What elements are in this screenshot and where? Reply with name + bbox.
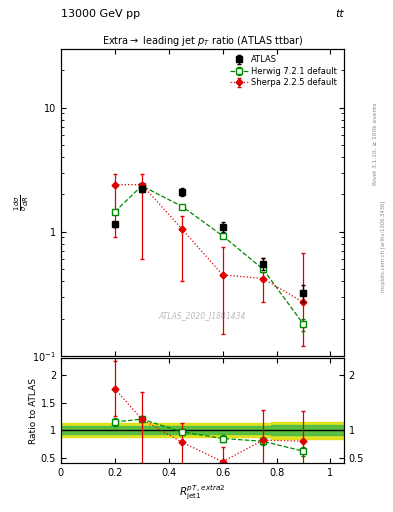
Text: mcplots.cern.ch [arXiv:1306.3436]: mcplots.cern.ch [arXiv:1306.3436] bbox=[381, 200, 386, 291]
Y-axis label: Ratio to ATLAS: Ratio to ATLAS bbox=[29, 378, 38, 444]
Title: Extra$\rightarrow$ leading jet $p_T$ ratio (ATLAS ttbar): Extra$\rightarrow$ leading jet $p_T$ rat… bbox=[102, 34, 303, 49]
Text: ATLAS_2020_I1801434: ATLAS_2020_I1801434 bbox=[159, 311, 246, 321]
Y-axis label: $\frac{1}{\sigma}\frac{d\sigma}{dR}$: $\frac{1}{\sigma}\frac{d\sigma}{dR}$ bbox=[13, 194, 31, 210]
Legend: ATLAS, Herwig 7.2.1 default, Sherpa 2.2.5 default: ATLAS, Herwig 7.2.1 default, Sherpa 2.2.… bbox=[227, 53, 340, 90]
Text: tt: tt bbox=[335, 9, 344, 19]
Text: Rivet 3.1.10, ≥ 100k events: Rivet 3.1.10, ≥ 100k events bbox=[373, 102, 378, 185]
Text: 13000 GeV pp: 13000 GeV pp bbox=[61, 9, 140, 19]
X-axis label: $R_\mathrm{jet1}^{pT,\,extra2}$: $R_\mathrm{jet1}^{pT,\,extra2}$ bbox=[179, 484, 226, 502]
